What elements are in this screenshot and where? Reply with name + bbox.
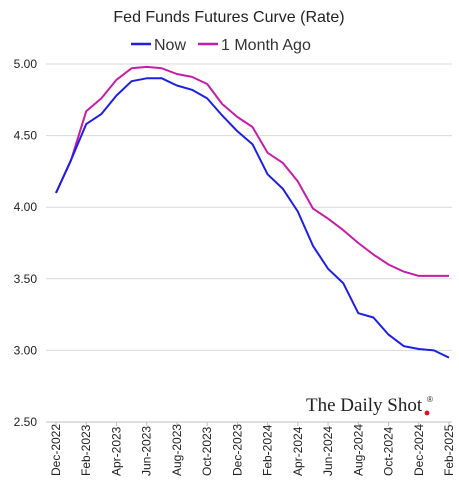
series-line-now (55, 77, 450, 359)
series-layer (55, 65, 450, 359)
x-tick-label: Oct-2023 (200, 426, 214, 476)
y-tick-label: 4.00 (14, 200, 38, 214)
y-tick-label: 5.00 (14, 57, 38, 71)
x-axis: Dec-2022 Feb-2023 Apr-2023 Jun-2023 Aug-2023… (49, 422, 456, 476)
brand-name: The Daily Shot (306, 395, 423, 416)
series-line-1-month-ago (55, 65, 449, 277)
x-tick-label: Dec-2024 (412, 424, 426, 476)
x-tick-label: Jun-2023 (140, 426, 154, 476)
legend: Now 1 Month Ago (131, 37, 311, 54)
branding-logo: The Daily Shot ® (306, 395, 433, 416)
x-tick-label: Oct-2024 (382, 426, 396, 476)
chart-title: Fed Funds Futures Curve (Rate) (113, 9, 344, 26)
x-tick-label: Aug-2024 (351, 424, 365, 476)
brand-registered-mark: ® (427, 395, 433, 404)
y-tick-label: 4.50 (14, 129, 38, 143)
x-tick-label: Feb-2024 (261, 424, 275, 476)
gridlines (46, 63, 452, 423)
x-tick-label: Dec-2023 (230, 424, 244, 476)
x-tick-label: Feb-2025 (442, 424, 456, 476)
legend-label-now: Now (154, 37, 186, 54)
x-tick-label: Apr-2024 (291, 426, 305, 476)
y-tick-label: 2.50 (14, 415, 38, 429)
legend-label-1-month-ago: 1 Month Ago (221, 37, 311, 54)
y-tick-label: 3.50 (14, 272, 38, 286)
y-tick-label: 3.00 (14, 343, 38, 357)
x-tick-label: Jun-2024 (321, 426, 335, 476)
brand-dot (424, 410, 430, 416)
x-tick-label: Feb-2023 (79, 424, 93, 476)
x-tick-label: Apr-2023 (109, 426, 123, 476)
x-tick-label: Aug-2023 (170, 424, 184, 476)
y-axis: 2.50 3.00 3.50 4.00 4.50 5.00 (14, 57, 38, 429)
x-tick-label: Dec-2022 (49, 424, 63, 476)
